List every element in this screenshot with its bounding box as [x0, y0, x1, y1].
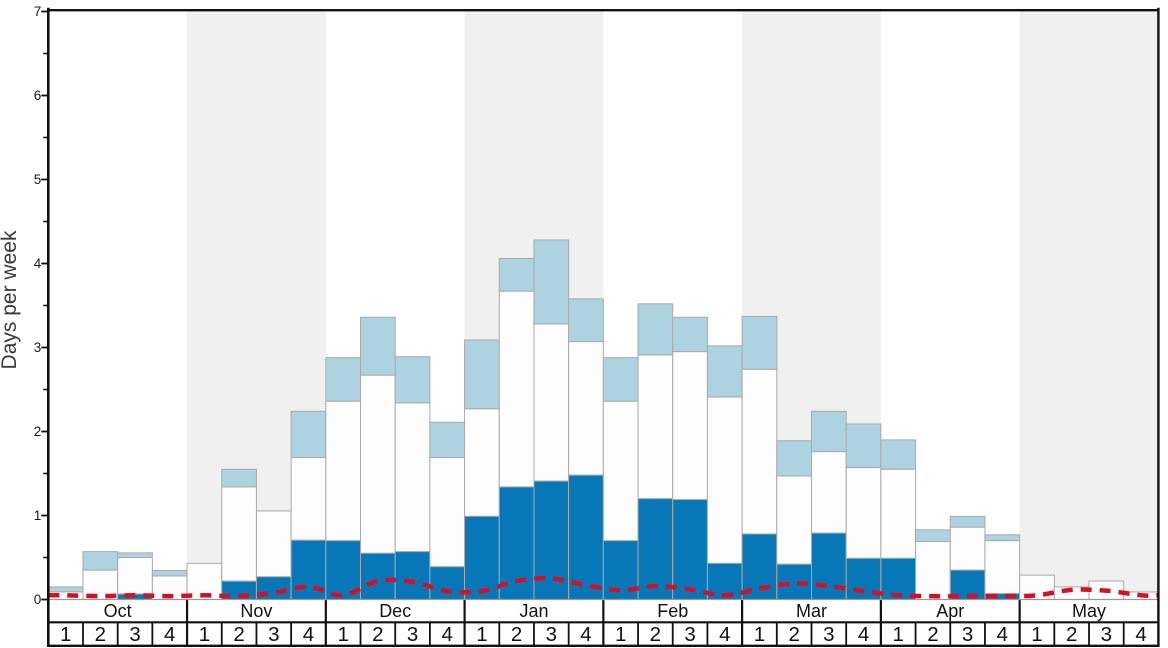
svg-text:2: 2 [1066, 623, 1077, 646]
svg-text:1: 1 [893, 623, 904, 646]
svg-text:2: 2 [95, 623, 106, 646]
svg-text:1: 1 [615, 623, 626, 646]
svg-text:1: 1 [337, 623, 348, 646]
svg-text:1: 1 [199, 623, 210, 646]
svg-text:3: 3 [1101, 623, 1112, 646]
svg-text:1: 1 [754, 623, 765, 646]
svg-text:7: 7 [34, 4, 42, 19]
svg-text:Oct: Oct [104, 601, 132, 621]
svg-text:4: 4 [719, 623, 730, 646]
svg-text:3: 3 [684, 623, 695, 646]
svg-text:1: 1 [34, 508, 42, 523]
svg-text:3: 3 [823, 623, 834, 646]
svg-text:Dec: Dec [379, 601, 411, 621]
svg-text:2: 2 [927, 623, 938, 646]
svg-text:2: 2 [788, 623, 799, 646]
svg-text:4: 4 [858, 623, 869, 646]
svg-text:Jan: Jan [519, 601, 548, 621]
svg-text:4: 4 [1135, 623, 1146, 646]
svg-text:3: 3 [129, 623, 140, 646]
svg-text:Nov: Nov [240, 601, 272, 621]
svg-text:4: 4 [442, 623, 453, 646]
svg-text:0: 0 [34, 592, 42, 607]
svg-text:3: 3 [546, 623, 557, 646]
svg-text:1: 1 [60, 623, 71, 646]
svg-text:2: 2 [34, 424, 42, 439]
svg-text:4: 4 [580, 623, 591, 646]
svg-text:4: 4 [34, 256, 42, 271]
svg-text:2: 2 [650, 623, 661, 646]
svg-text:1: 1 [1031, 623, 1042, 646]
svg-text:3: 3 [34, 340, 42, 355]
svg-text:6: 6 [34, 88, 42, 103]
svg-text:1: 1 [476, 623, 487, 646]
svg-text:3: 3 [962, 623, 973, 646]
svg-text:2: 2 [511, 623, 522, 646]
svg-text:2: 2 [372, 623, 383, 646]
svg-text:Apr: Apr [936, 601, 964, 621]
svg-text:3: 3 [407, 623, 418, 646]
svg-text:Feb: Feb [657, 601, 688, 621]
svg-text:4: 4 [303, 623, 314, 646]
svg-text:2: 2 [233, 623, 244, 646]
svg-text:4: 4 [997, 623, 1008, 646]
svg-text:May: May [1072, 601, 1106, 621]
svg-text:Mar: Mar [796, 601, 827, 621]
svg-text:Days per week: Days per week [0, 230, 21, 369]
svg-text:3: 3 [268, 623, 279, 646]
svg-text:4: 4 [164, 623, 175, 646]
svg-text:5: 5 [34, 172, 42, 187]
